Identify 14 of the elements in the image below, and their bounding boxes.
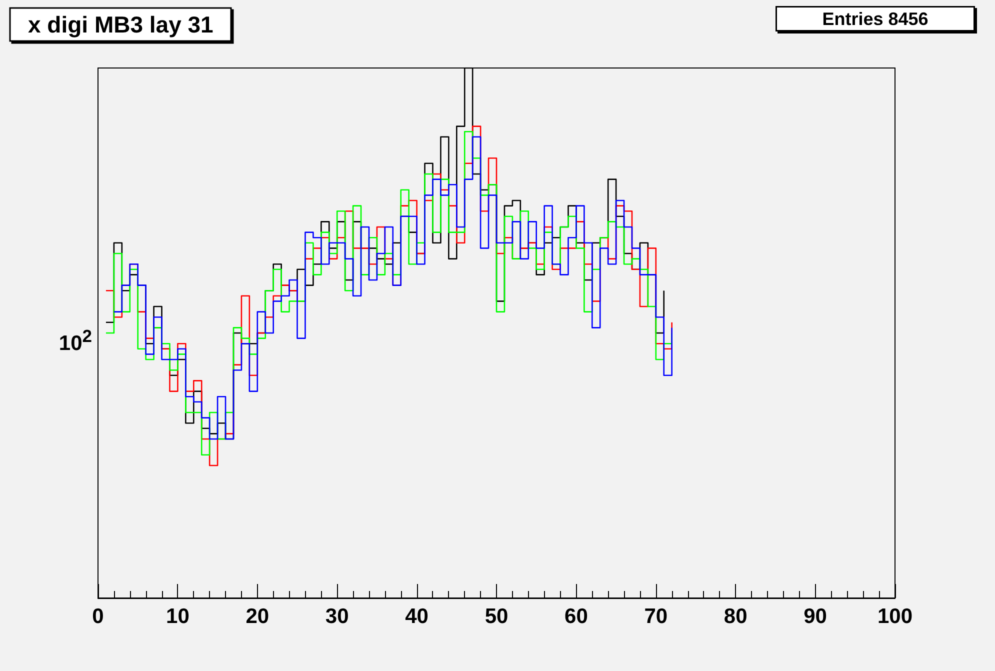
chart-title: x digi MB3 lay 31: [28, 12, 214, 38]
x-tick-label: 40: [405, 605, 428, 628]
x-tick-label: 20: [246, 605, 270, 628]
text: Entries 8456: [822, 8, 928, 29]
x-tick-label: 0: [92, 605, 104, 628]
x-tick-label: 30: [325, 605, 349, 628]
x-tick-label: 90: [804, 605, 827, 628]
x-tick-label: 70: [644, 605, 668, 628]
x-tick-label: 60: [564, 605, 588, 628]
text: 10$^{2}$: [58, 326, 92, 355]
x-tick-label: 100: [877, 605, 913, 628]
x-tick-label: 10: [166, 605, 190, 628]
x-tick-label: 50: [484, 605, 508, 628]
x-tick-label: 80: [724, 605, 748, 628]
